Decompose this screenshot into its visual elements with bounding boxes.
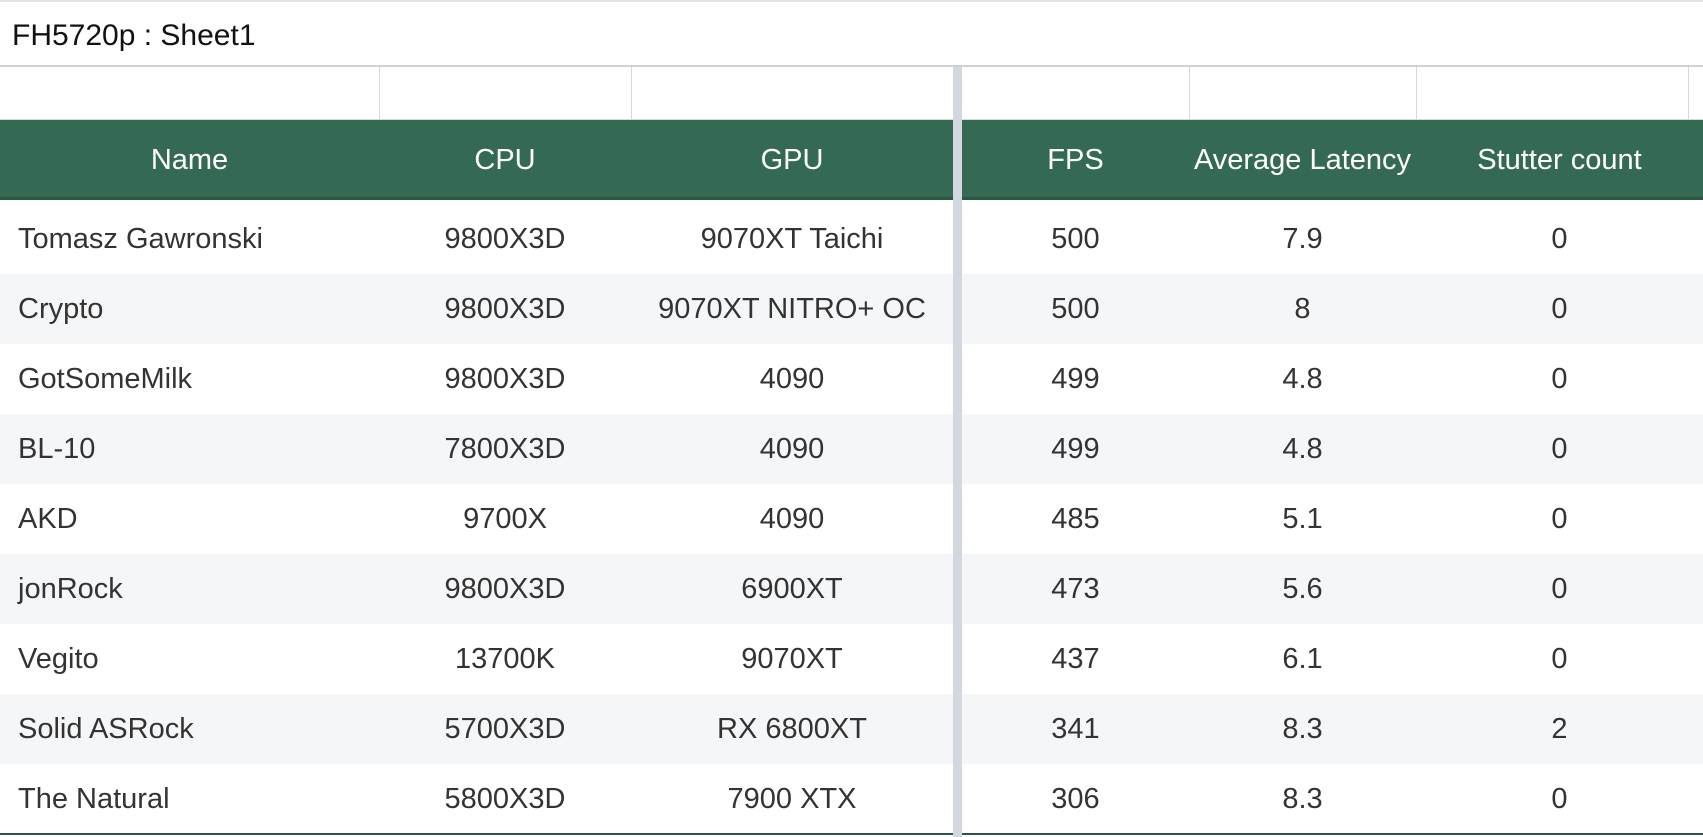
cell: 499 [1051,432,1100,465]
cell: 0 [1551,572,1568,605]
cell: 0 [1551,222,1568,255]
column-header: GPU [760,143,824,176]
row-band [0,764,1703,834]
cell: 437 [1051,642,1100,675]
sheet-title: FH5720p : Sheet1 [0,0,1703,67]
cell: 7.9 [1282,222,1323,255]
cell: 306 [1051,782,1100,815]
cell: BL-10 [18,432,96,465]
cell: 0 [1551,432,1568,465]
cell: 0 [1551,292,1568,325]
freeze-divider [953,67,962,837]
row-band [0,624,1703,694]
row-band [0,484,1703,554]
cell: 4090 [759,362,825,395]
row-band [0,414,1703,484]
cell: 500 [1051,222,1100,255]
cell: 4.8 [1282,362,1323,395]
column-header: Average Latency [1193,143,1412,176]
cell: 8.3 [1282,712,1323,745]
cell: 9070XT [741,642,843,675]
column-header: FPS [1047,143,1104,176]
cell: 9070XT NITRO+ OC [658,292,926,325]
cell: 7900 XTX [727,782,857,815]
cell: 6.1 [1282,642,1323,675]
cell: Vegito [18,642,99,675]
row-band [0,694,1703,764]
cell: 473 [1051,572,1100,605]
cell: 0 [1551,642,1568,675]
cell: 4090 [759,502,825,535]
cell: 9700X [463,502,547,535]
cell: 5.1 [1282,502,1323,535]
cell: 341 [1051,712,1100,745]
cell: 0 [1551,782,1568,815]
cell: 485 [1051,502,1100,535]
cell: 0 [1551,362,1568,395]
cell: 13700K [455,642,555,675]
cell: 7800X3D [444,432,566,465]
cell: 499 [1051,362,1100,395]
row-band [0,204,1703,274]
cell: 2 [1551,712,1568,745]
grid-line [1189,67,1190,120]
cell: 500 [1051,292,1100,325]
cell: Solid ASRock [18,712,194,745]
cell: 5700X3D [444,712,566,745]
column-header: Name [150,143,229,176]
grid-line [379,67,380,120]
row-band [0,554,1703,624]
grid-line [1416,67,1417,120]
column-header: Stutter count [1477,143,1642,176]
header-rule [0,197,1703,200]
cell: 4.8 [1282,432,1323,465]
grid-line [631,67,632,120]
header-band [0,120,1703,199]
cell: 9800X3D [444,222,566,255]
cell: 4090 [759,432,825,465]
cell: Tomasz Gawronski [18,222,263,255]
cell: GotSomeMilk [18,362,193,395]
cell: 9800X3D [444,362,566,395]
row-band [0,344,1703,414]
cell: 8.3 [1282,782,1323,815]
cell: 5.6 [1282,572,1323,605]
cell: 9800X3D [444,572,566,605]
cell: 6900XT [741,572,843,605]
cell: 5800X3D [444,782,566,815]
cell: 8 [1294,292,1311,325]
column-header: CPU [474,143,536,176]
cell: 9070XT Taichi [700,222,884,255]
cell: AKD [18,502,78,535]
cell: jonRock [18,572,123,605]
bottom-rule [0,833,1703,835]
cell: 0 [1551,502,1568,535]
grid-line [1688,67,1689,120]
cell: Crypto [18,292,104,325]
cell: 9800X3D [444,292,566,325]
cell: The Natural [18,782,170,815]
cell: RX 6800XT [717,712,867,745]
grid-line [0,119,1703,120]
row-band [0,274,1703,344]
